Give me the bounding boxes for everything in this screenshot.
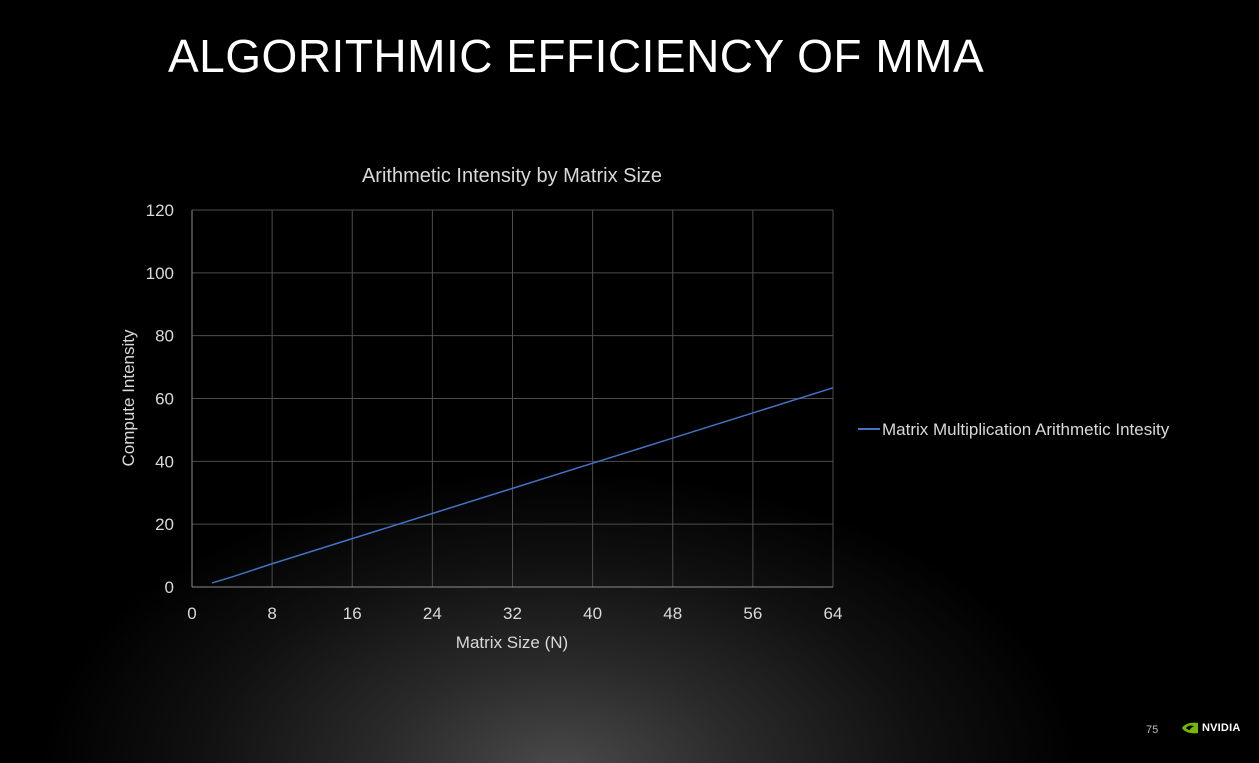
x-tick-label: 24 — [423, 604, 442, 623]
y-tick-label: 40 — [155, 452, 174, 471]
y-tick-label: 80 — [155, 327, 174, 346]
chart-axes — [191, 210, 833, 588]
x-tick-label: 40 — [583, 604, 602, 623]
x-axis-label: Matrix Size (N) — [456, 633, 568, 652]
y-tick-label: 20 — [155, 515, 174, 534]
chart-title: Arithmetic Intensity by Matrix Size — [362, 165, 662, 187]
y-tick-label: 120 — [146, 201, 174, 220]
x-tick-label: 32 — [503, 604, 522, 623]
page-number: 75 — [1146, 724, 1159, 736]
y-tick-label: 0 — [165, 578, 174, 597]
y-tick-label: 60 — [155, 390, 174, 409]
x-tick-label: 56 — [743, 604, 762, 623]
series-line — [211, 387, 834, 584]
x-tick-label: 0 — [187, 604, 196, 623]
chart-tick-labels: 0 20 40 60 80 100 120 0 8 16 24 32 40 48 56 64 — [146, 201, 843, 623]
slide-title: ALGORITHMIC EFFICIENCY OF MMA — [168, 30, 985, 82]
x-tick-label: 64 — [824, 604, 843, 623]
x-tick-label: 16 — [343, 604, 362, 623]
nvidia-logo: NVIDIA — [1181, 722, 1240, 734]
chart-grid — [192, 209, 834, 587]
x-tick-label: 8 — [267, 604, 276, 623]
nvidia-eye-icon — [1182, 722, 1198, 734]
chart-legend: Matrix Multiplication Arithmetic Intesit… — [858, 420, 1170, 439]
chart-series — [211, 387, 834, 584]
nvidia-logo-text: NVIDIA — [1202, 722, 1241, 734]
legend-label: Matrix Multiplication Arithmetic Intesit… — [882, 420, 1170, 439]
y-axis-label: Compute Intensity — [119, 329, 138, 467]
y-tick-label: 100 — [146, 264, 174, 283]
x-tick-label: 48 — [663, 604, 682, 623]
